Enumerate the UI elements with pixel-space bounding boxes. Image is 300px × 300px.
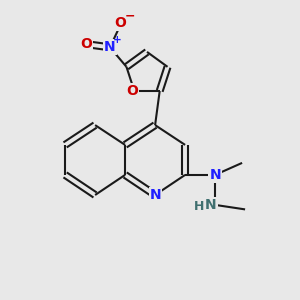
Text: +: + — [113, 35, 122, 45]
Text: N: N — [104, 40, 116, 54]
Text: O: O — [115, 16, 126, 30]
Text: O: O — [80, 37, 92, 51]
Text: −: − — [124, 10, 135, 23]
Text: N: N — [149, 188, 161, 202]
Text: O: O — [126, 84, 138, 98]
Text: N: N — [209, 168, 221, 182]
Text: N: N — [205, 198, 216, 212]
Text: H: H — [194, 200, 205, 213]
